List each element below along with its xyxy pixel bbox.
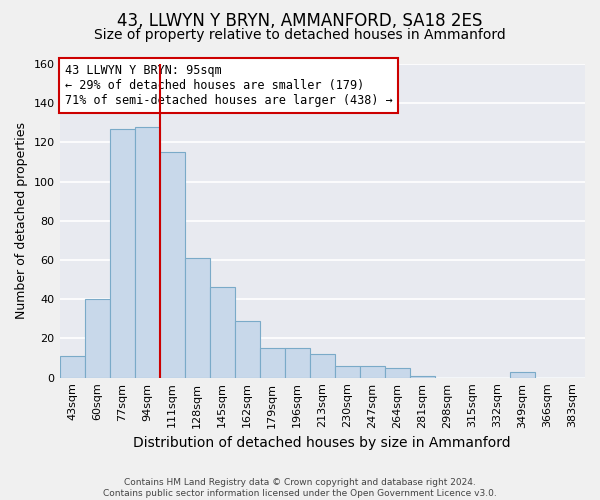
Bar [160, 152, 185, 378]
Bar [260, 348, 285, 378]
Bar [510, 372, 535, 378]
Bar [110, 128, 134, 378]
Bar [134, 126, 160, 378]
Bar [410, 376, 435, 378]
Bar [209, 288, 235, 378]
Bar [360, 366, 385, 378]
Bar [185, 258, 209, 378]
Bar [335, 366, 360, 378]
Text: 43, LLWYN Y BRYN, AMMANFORD, SA18 2ES: 43, LLWYN Y BRYN, AMMANFORD, SA18 2ES [118, 12, 482, 30]
Bar [59, 356, 85, 378]
Y-axis label: Number of detached properties: Number of detached properties [15, 122, 28, 320]
Bar [85, 300, 110, 378]
X-axis label: Distribution of detached houses by size in Ammanford: Distribution of detached houses by size … [133, 436, 511, 450]
Text: 43 LLWYN Y BRYN: 95sqm
← 29% of detached houses are smaller (179)
71% of semi-de: 43 LLWYN Y BRYN: 95sqm ← 29% of detached… [65, 64, 392, 107]
Text: Size of property relative to detached houses in Ammanford: Size of property relative to detached ho… [94, 28, 506, 42]
Bar [235, 321, 260, 378]
Bar [285, 348, 310, 378]
Bar [385, 368, 410, 378]
Bar [310, 354, 335, 378]
Text: Contains HM Land Registry data © Crown copyright and database right 2024.
Contai: Contains HM Land Registry data © Crown c… [103, 478, 497, 498]
